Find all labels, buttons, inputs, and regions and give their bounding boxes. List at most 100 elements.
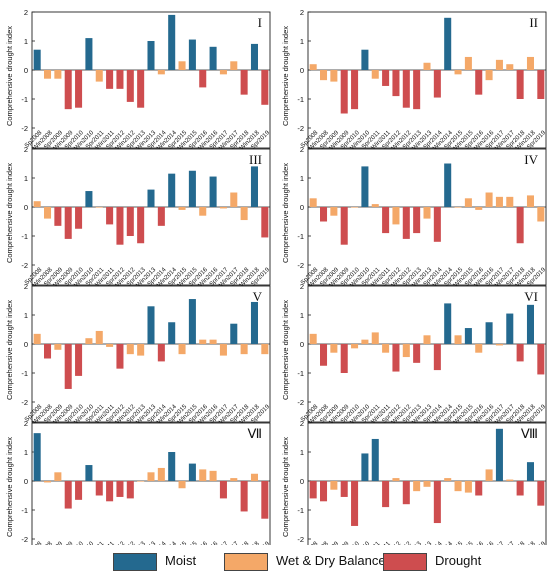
- bar: [392, 478, 400, 481]
- bar: [382, 70, 390, 86]
- legend-label-drought: Drought: [435, 553, 482, 568]
- bar: [64, 207, 72, 239]
- bar: [485, 70, 493, 81]
- y-tick-label: -1: [297, 506, 304, 515]
- bar: [454, 335, 462, 344]
- bar: [506, 479, 514, 481]
- bar: [330, 70, 338, 82]
- bar: [230, 192, 238, 207]
- bar: [178, 207, 186, 210]
- y-tick-label: 1: [300, 448, 304, 457]
- bar: [116, 70, 124, 89]
- bar: [137, 481, 145, 482]
- bar: [526, 56, 534, 70]
- bar: [116, 207, 124, 245]
- bar: [126, 344, 134, 355]
- bar: [340, 207, 348, 245]
- bar: [444, 163, 452, 207]
- y-axis-label: Comprehensive drought index: [5, 163, 14, 263]
- y-tick-label: -1: [21, 369, 28, 378]
- bar: [137, 344, 145, 356]
- bar: [95, 330, 103, 344]
- panel-title: I: [258, 15, 262, 30]
- bar: [485, 322, 493, 344]
- bar: [54, 344, 62, 350]
- y-tick-label: -2: [21, 124, 28, 133]
- y-tick-label: 0: [24, 66, 28, 75]
- bar: [402, 70, 410, 108]
- y-tick-label: 0: [24, 203, 28, 212]
- y-tick-label: -1: [297, 232, 304, 241]
- y-tick-label: -1: [21, 95, 28, 104]
- bar: [382, 207, 390, 234]
- bar: [371, 70, 379, 79]
- bar: [330, 207, 338, 216]
- bar: [340, 70, 348, 114]
- bar: [85, 191, 93, 207]
- y-tick-label: 2: [300, 8, 304, 17]
- bar: [75, 70, 83, 108]
- bar: [106, 70, 114, 89]
- bar: [495, 196, 503, 207]
- y-tick-label: 1: [24, 311, 28, 320]
- bar: [168, 452, 176, 481]
- bar: [475, 481, 483, 496]
- y-tick-label: -1: [21, 506, 28, 515]
- legend-label-balance: Wet & Dry Balance: [276, 553, 386, 568]
- bar: [250, 166, 258, 207]
- bar: [392, 207, 400, 225]
- bar: [199, 207, 207, 216]
- bar: [240, 207, 248, 221]
- y-tick-label: 2: [24, 419, 28, 428]
- bar: [116, 481, 124, 497]
- y-tick-label: 0: [300, 340, 304, 349]
- bar: [85, 338, 93, 344]
- bar: [157, 467, 165, 481]
- bar: [351, 207, 359, 208]
- panel-title: III: [249, 152, 262, 167]
- panel-title: VI: [524, 289, 538, 304]
- bar: [33, 433, 41, 481]
- bar: [240, 481, 248, 512]
- bar: [371, 204, 379, 207]
- bar: [506, 196, 514, 207]
- bar: [44, 481, 52, 483]
- bar: [230, 478, 238, 481]
- bar: [423, 207, 431, 219]
- bar: [351, 70, 359, 110]
- bar: [433, 344, 441, 371]
- bar: [309, 333, 317, 344]
- panel-frame: [307, 11, 547, 149]
- bar: [392, 70, 400, 97]
- bar: [464, 198, 472, 207]
- bar: [537, 481, 545, 506]
- bar: [199, 469, 207, 481]
- bar: [423, 335, 431, 344]
- bar: [95, 207, 103, 208]
- bar: [371, 438, 379, 481]
- y-tick-label: -2: [297, 535, 304, 544]
- bar: [240, 344, 248, 355]
- bar: [309, 481, 317, 499]
- bar: [444, 17, 452, 70]
- y-tick-label: 2: [300, 145, 304, 154]
- bar: [495, 59, 503, 70]
- bar: [85, 38, 93, 70]
- bar: [485, 469, 493, 481]
- bar: [309, 64, 317, 70]
- bar: [106, 344, 114, 347]
- bar: [157, 344, 165, 362]
- bar: [147, 472, 155, 481]
- bar: [261, 481, 269, 519]
- bar: [199, 339, 207, 344]
- bar: [309, 198, 317, 207]
- bar: [402, 344, 410, 358]
- bar: [506, 313, 514, 344]
- bar: [454, 207, 462, 208]
- bar: [157, 70, 165, 75]
- bar: [199, 70, 207, 88]
